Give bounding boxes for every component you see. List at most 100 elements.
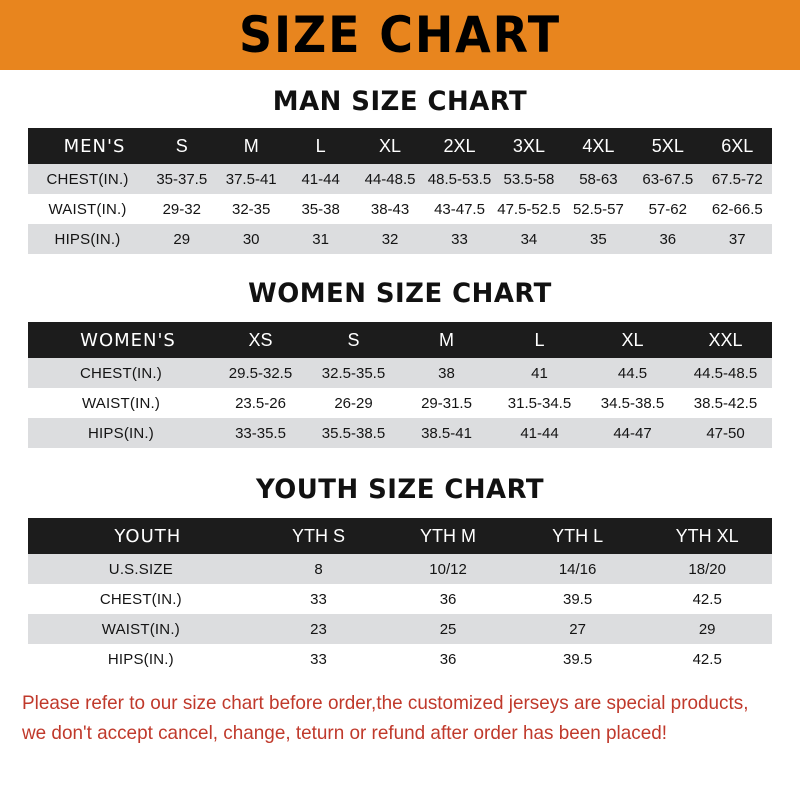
measurement-value: 42.5 xyxy=(692,650,722,668)
size-column-header: M xyxy=(439,329,454,350)
table-header-label: WOMEN'S xyxy=(80,329,176,351)
table-row: U.S.SIZE 8 10/12 14/16 18/20 xyxy=(28,554,772,584)
measurement-value: 43-47.5 xyxy=(434,200,485,218)
measurement-label: HIPS(IN.) xyxy=(107,650,174,668)
measurement-value: 29-32 xyxy=(162,200,201,218)
measurement-value: 39.5 xyxy=(563,650,593,668)
size-column-header: XL xyxy=(621,329,644,350)
measurement-label: CHEST(IN.) xyxy=(99,590,182,608)
measurement-value: 44-48.5 xyxy=(364,170,416,188)
measurement-label: WAIST(IN.) xyxy=(81,394,161,412)
measurement-value: 27 xyxy=(569,620,586,638)
size-column-header: YTH L xyxy=(552,525,604,546)
measurement-value: 36 xyxy=(659,230,677,248)
women-size-table: WOMEN'S XS S M L XL XXL CHEST(IN.) 29.5-32.5 32.5… xyxy=(28,322,772,448)
measurement-value: 62-66.5 xyxy=(711,200,763,218)
measurement-value: 32-35 xyxy=(232,200,271,218)
table-row: HIPS(IN.) 33 36 39.5 42.5 xyxy=(28,644,772,674)
youth-size-chart-section: YOUTH SIZE CHART YOUTH YTH S YTH M YTH L YTH… xyxy=(0,448,800,674)
measurement-value: 37 xyxy=(728,230,746,248)
measurement-value: 57-62 xyxy=(648,200,687,218)
measurement-value: 41-44 xyxy=(520,424,559,442)
size-column-header: 3XL xyxy=(512,135,545,156)
size-column-header: YTH S xyxy=(291,525,345,546)
measurement-value: 25 xyxy=(439,620,457,638)
measurement-value: 31 xyxy=(312,230,329,248)
table-row: WAIST(IN.) 23 25 27 29 xyxy=(28,614,772,644)
measurement-value: 35.5-38.5 xyxy=(321,424,386,442)
size-column-header: 6XL xyxy=(721,135,754,156)
measurement-value: 44.5-48.5 xyxy=(693,364,758,382)
measurement-value: 29 xyxy=(173,230,191,248)
size-column-header: XL xyxy=(379,135,402,156)
measurement-value: 35-38 xyxy=(301,200,340,218)
measurement-label: HIPS(IN.) xyxy=(54,230,121,248)
measurement-value: 44.5 xyxy=(617,364,648,382)
table-row: CHEST(IN.) 29.5-32.5 32.5-35.5 38 41 44.5 44.5… xyxy=(28,358,772,388)
measurement-value: 10/12 xyxy=(429,560,467,578)
measurement-value: 41-44 xyxy=(301,170,340,188)
measurement-label: U.S.SIZE xyxy=(108,560,173,578)
measurement-value: 47.5-52.5 xyxy=(497,200,561,218)
measurement-value: 58-63 xyxy=(579,170,618,188)
measurement-value: 37.5-41 xyxy=(225,170,277,188)
measurement-value: 29.5-32.5 xyxy=(228,364,293,382)
measurement-value: 53.5-58 xyxy=(503,170,555,188)
men-table-wrap: MEN'S S M L XL 2XL 3XL 4XL 5XL 6XL CHEST(IN.) 35-37… xyxy=(28,128,772,254)
size-chart-banner: SIZE CHART xyxy=(0,0,800,70)
youth-size-table: YOUTH YTH S YTH M YTH L YTH XL U.S.SIZE 8 10/12… xyxy=(28,518,772,674)
measurement-value: 42.5 xyxy=(692,590,722,608)
measurement-value: 8 xyxy=(314,560,323,578)
table-row: CHEST(IN.) 33 36 39.5 42.5 xyxy=(28,584,772,614)
size-column-header: YTH M xyxy=(420,525,477,546)
table-header-label: MEN'S xyxy=(63,135,126,157)
measurement-value: 36 xyxy=(439,650,457,668)
women-table-wrap: WOMEN'S XS S M L XL XXL CHEST(IN.) 29.5-32.5 32.5… xyxy=(28,322,772,448)
table-header-label: YOUTH xyxy=(114,525,182,547)
table-row: HIPS(IN.) 33-35.5 35.5-38.5 38.5-41 41-44 44-… xyxy=(28,418,772,448)
women-section-title: WOMEN SIZE CHART xyxy=(248,278,552,309)
measurement-value: 44-47 xyxy=(613,424,652,442)
measurement-value: 48.5-53.5 xyxy=(427,170,492,188)
measurement-value: 34.5-38.5 xyxy=(600,394,665,412)
page-title: SIZE CHART xyxy=(238,6,562,64)
measurement-value: 14/16 xyxy=(558,560,597,578)
measurement-value: 30 xyxy=(242,230,260,248)
men-size-table: MEN'S S M L XL 2XL 3XL 4XL 5XL 6XL CHEST(IN.) 35-37… xyxy=(28,128,772,254)
size-column-header: 5XL xyxy=(651,135,684,156)
table-row: WAIST(IN.) 23.5-26 26-29 29-31.5 31.5-34.5 34… xyxy=(28,388,772,418)
measurement-value: 33-35.5 xyxy=(235,424,286,442)
measurement-value: 23 xyxy=(310,620,327,638)
table-header-row: MEN'S S M L XL 2XL 3XL 4XL 5XL 6XL xyxy=(28,128,772,164)
measurement-value: 33 xyxy=(451,230,468,248)
measurement-label: WAIST(IN.) xyxy=(48,200,127,218)
measurement-value: 39.5 xyxy=(563,590,593,608)
measurement-value: 33 xyxy=(310,650,327,668)
measurement-value: 35 xyxy=(590,230,607,248)
measurement-value: 63-67.5 xyxy=(642,170,694,188)
measurement-value: 31.5-34.5 xyxy=(507,394,572,412)
youth-section-title: YOUTH SIZE CHART xyxy=(255,474,545,505)
measurement-value: 38.5-41 xyxy=(421,424,472,442)
order-policy-line-2: we don't accept cancel, change, teturn o… xyxy=(22,722,668,744)
men-size-chart-section: MAN SIZE CHART MEN'S S M L XL 2XL 3XL 4XL 5XL 6XL… xyxy=(0,70,800,254)
order-policy-note: Please refer to our size chart before or… xyxy=(22,688,755,748)
youth-table-wrap: YOUTH YTH S YTH M YTH L YTH XL U.S.SIZE 8 10/12… xyxy=(28,518,772,674)
size-column-header: XS xyxy=(248,329,273,350)
measurement-value: 32.5-35.5 xyxy=(321,364,386,382)
size-column-header: 4XL xyxy=(582,135,615,156)
size-column-header: S xyxy=(175,135,188,156)
measurement-value: 38-43 xyxy=(370,200,410,218)
men-section-title: MAN SIZE CHART xyxy=(272,86,528,117)
measurement-label: CHEST(IN.) xyxy=(46,170,129,188)
measurement-value: 18/20 xyxy=(688,560,726,578)
size-column-header: S xyxy=(347,329,360,350)
measurement-value: 29 xyxy=(698,620,716,638)
measurement-value: 36 xyxy=(439,590,457,608)
measurement-value: 34 xyxy=(520,230,538,248)
size-column-header: XXL xyxy=(708,329,743,350)
measurement-value: 52.5-57 xyxy=(572,200,624,218)
measurement-value: 38.5-42.5 xyxy=(693,394,758,412)
measurement-value: 41 xyxy=(531,364,548,382)
measurement-value: 33 xyxy=(310,590,327,608)
